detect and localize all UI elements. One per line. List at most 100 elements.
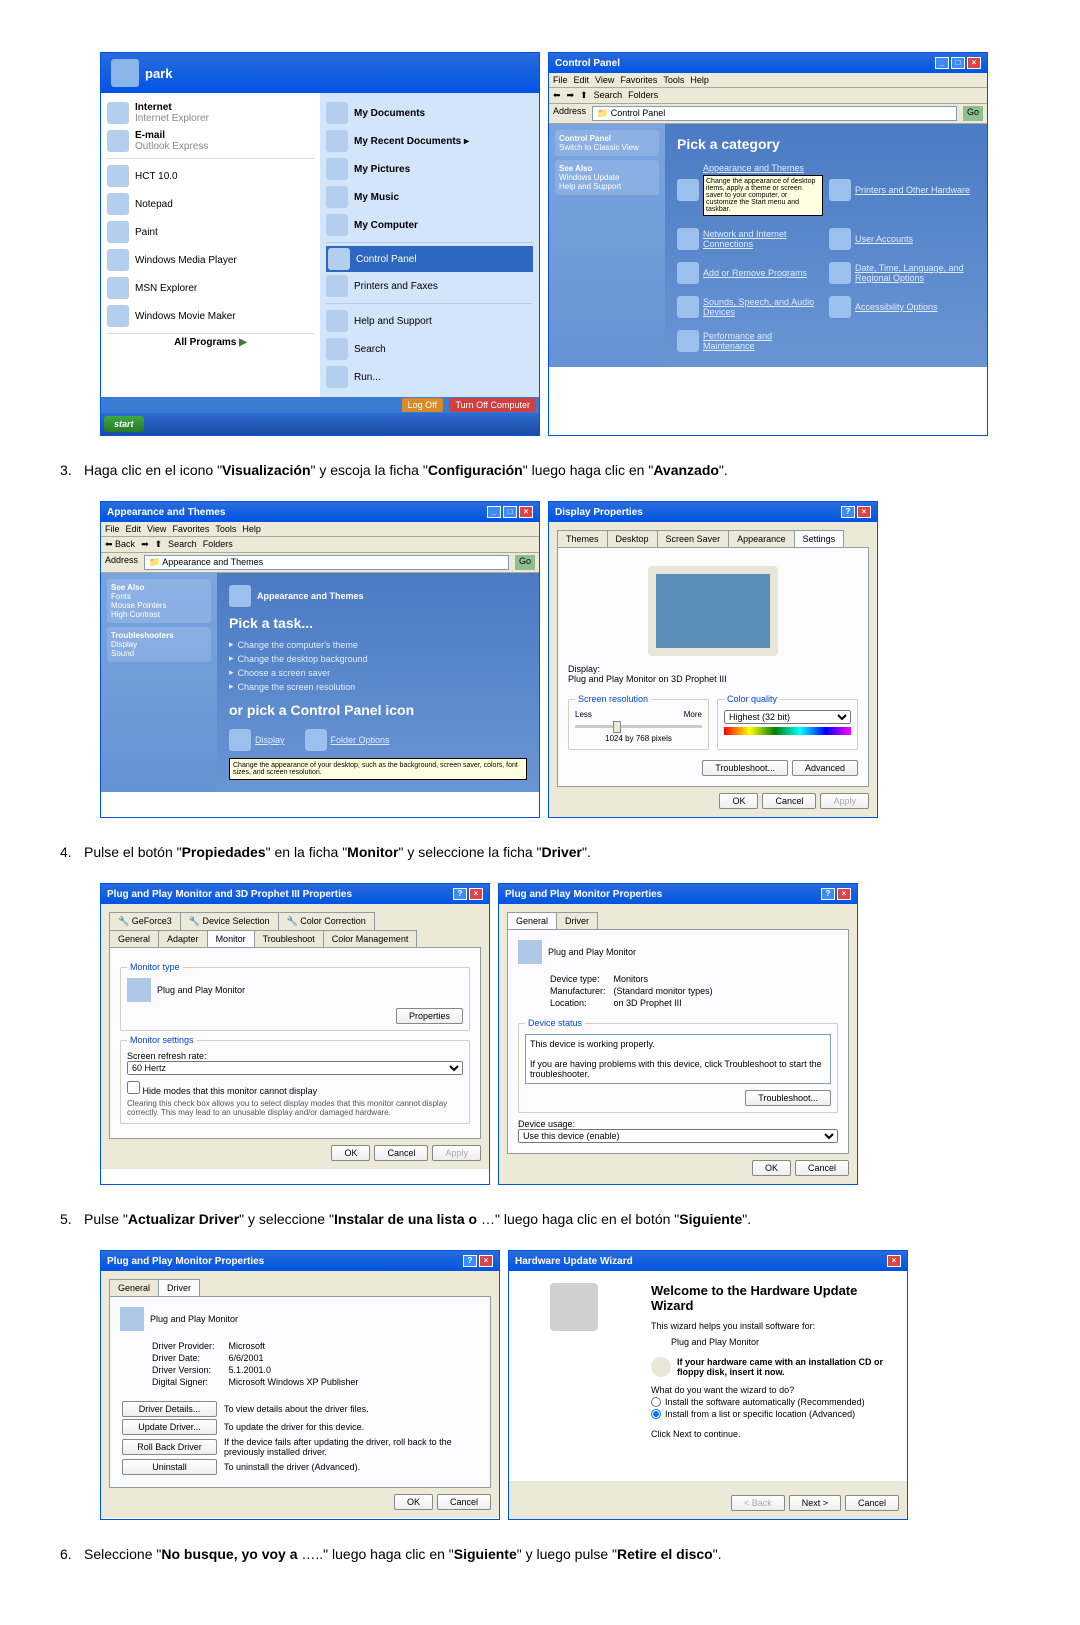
- rollback-driver-button[interactable]: Roll Back Driver: [122, 1439, 217, 1455]
- start-item-moviemaker[interactable]: Windows Movie Maker: [107, 302, 314, 330]
- start-run[interactable]: Run...: [326, 363, 533, 391]
- cat-appearance[interactable]: Appearance and ThemesChange the appearan…: [677, 163, 823, 216]
- cat-sounds[interactable]: Sounds, Speech, and Audio Devices: [677, 296, 823, 318]
- maximize-icon[interactable]: □: [951, 57, 965, 69]
- close-icon[interactable]: ×: [469, 888, 483, 900]
- cancel-button[interactable]: Cancel: [374, 1145, 428, 1161]
- maximize-icon[interactable]: □: [503, 506, 517, 518]
- cat-users[interactable]: User Accounts: [829, 228, 975, 250]
- advanced-button[interactable]: Advanced: [792, 760, 858, 776]
- help-icon[interactable]: ?: [463, 1255, 477, 1267]
- close-icon[interactable]: ×: [887, 1255, 901, 1267]
- turnoff-button[interactable]: Turn Off Computer: [449, 398, 536, 412]
- start-mycomp[interactable]: My Computer: [326, 211, 533, 239]
- icon-folderoptions[interactable]: Folder Options: [305, 729, 390, 751]
- task-screensaver[interactable]: ▸ Choose a screen saver: [229, 667, 527, 678]
- sidebar-help[interactable]: Help and Support: [559, 182, 621, 191]
- start-item-msn[interactable]: MSN Explorer: [107, 274, 314, 302]
- start-mydocs[interactable]: My Documents: [326, 99, 533, 127]
- tab-troubleshoot[interactable]: Troubleshoot: [254, 930, 324, 947]
- close-icon[interactable]: ×: [837, 888, 851, 900]
- tab-monitor[interactable]: Monitor: [207, 930, 255, 947]
- cat-performance[interactable]: Performance and Maintenance: [677, 330, 823, 352]
- cancel-button[interactable]: Cancel: [795, 1160, 849, 1176]
- troubleshoot-button[interactable]: Troubleshoot...: [745, 1090, 831, 1106]
- close-icon[interactable]: ×: [479, 1255, 493, 1267]
- tab-themes[interactable]: Themes: [557, 530, 608, 547]
- start-recent[interactable]: My Recent Documents ▸: [326, 127, 533, 155]
- cat-addremove[interactable]: Add or Remove Programs: [677, 262, 823, 284]
- back-icon[interactable]: ⬅: [553, 90, 561, 101]
- tab-devsel[interactable]: 🔧 Device Selection: [180, 912, 279, 930]
- tab-geforce[interactable]: 🔧 GeForce3: [109, 912, 181, 930]
- properties-button[interactable]: Properties: [396, 1008, 463, 1024]
- cat-printers[interactable]: Printers and Other Hardware: [829, 163, 975, 216]
- device-usage-select[interactable]: Use this device (enable): [518, 1129, 838, 1143]
- opt-auto-radio[interactable]: [651, 1397, 661, 1407]
- start-controlpanel-highlighted[interactable]: Control Panel: [326, 246, 533, 272]
- icon-display[interactable]: Display: [229, 729, 285, 751]
- hide-modes-checkbox[interactable]: [127, 1081, 140, 1094]
- start-item-wmp[interactable]: Windows Media Player: [107, 246, 314, 274]
- refresh-rate-select[interactable]: 60 Hertz: [127, 1061, 463, 1075]
- troubleshoot-button[interactable]: Troubleshoot...: [702, 760, 788, 776]
- cancel-button[interactable]: Cancel: [845, 1495, 899, 1511]
- fwd-icon[interactable]: ➡: [567, 90, 575, 101]
- ok-button[interactable]: OK: [752, 1160, 791, 1176]
- all-programs[interactable]: All Programs ▶: [107, 337, 314, 348]
- close-icon[interactable]: ×: [857, 506, 871, 518]
- driver-details-button[interactable]: Driver Details...: [122, 1401, 217, 1417]
- go-button[interactable]: Go: [963, 106, 983, 121]
- start-mymusic[interactable]: My Music: [326, 183, 533, 211]
- cat-accessibility[interactable]: Accessibility Options: [829, 296, 975, 318]
- opt-list-radio[interactable]: [651, 1409, 661, 1419]
- sidebar-winupdate[interactable]: Windows Update: [559, 173, 619, 182]
- uninstall-button[interactable]: Uninstall: [122, 1459, 217, 1475]
- cat-network[interactable]: Network and Internet Connections: [677, 228, 823, 250]
- cancel-button[interactable]: Cancel: [437, 1494, 491, 1510]
- tab-general[interactable]: General: [507, 912, 557, 929]
- tab-general[interactable]: General: [109, 1279, 159, 1296]
- tab-colorcorr[interactable]: 🔧 Color Correction: [278, 912, 375, 930]
- ok-button[interactable]: OK: [331, 1145, 370, 1161]
- tab-driver[interactable]: Driver: [158, 1279, 200, 1296]
- start-search[interactable]: Search: [326, 335, 533, 363]
- task-theme[interactable]: ▸ Change the computer's theme: [229, 639, 527, 650]
- tab-colormgmt[interactable]: Color Management: [323, 930, 418, 947]
- help-icon[interactable]: ?: [821, 888, 835, 900]
- task-background[interactable]: ▸ Change the desktop background: [229, 653, 527, 664]
- color-quality-select[interactable]: Highest (32 bit): [724, 710, 851, 724]
- tab-driver[interactable]: Driver: [556, 912, 598, 929]
- resolution-slider[interactable]: [575, 725, 702, 728]
- help-icon[interactable]: ?: [841, 506, 855, 518]
- back-button[interactable]: < Back: [731, 1495, 785, 1511]
- start-item-email[interactable]: E-mailOutlook Express: [107, 127, 314, 155]
- task-resolution[interactable]: ▸ Change the screen resolution: [229, 681, 527, 692]
- update-driver-button[interactable]: Update Driver...: [122, 1419, 217, 1435]
- tab-appearance[interactable]: Appearance: [728, 530, 795, 547]
- start-item-hct[interactable]: HCT 10.0: [107, 162, 314, 190]
- close-icon[interactable]: ×: [967, 57, 981, 69]
- start-help[interactable]: Help and Support: [326, 307, 533, 335]
- minimize-icon[interactable]: _: [487, 506, 501, 518]
- tab-general[interactable]: General: [109, 930, 159, 947]
- start-button[interactable]: start: [104, 416, 144, 432]
- tab-screensaver[interactable]: Screen Saver: [657, 530, 730, 547]
- apply-button[interactable]: Apply: [432, 1145, 481, 1161]
- tab-settings[interactable]: Settings: [794, 530, 845, 547]
- logoff-button[interactable]: Log Off: [402, 398, 443, 412]
- up-icon[interactable]: ⬆: [580, 90, 588, 101]
- ok-button[interactable]: OK: [394, 1494, 433, 1510]
- start-item-internet[interactable]: InternetInternet Explorer: [107, 99, 314, 127]
- tab-adapter[interactable]: Adapter: [158, 930, 208, 947]
- cat-datetime[interactable]: Date, Time, Language, and Regional Optio…: [829, 262, 975, 284]
- close-icon[interactable]: ×: [519, 506, 533, 518]
- ok-button[interactable]: OK: [719, 793, 758, 809]
- start-printers[interactable]: Printers and Faxes: [326, 272, 533, 300]
- tab-desktop[interactable]: Desktop: [607, 530, 658, 547]
- start-item-notepad[interactable]: Notepad: [107, 190, 314, 218]
- go-button[interactable]: Go: [515, 555, 535, 570]
- sidebar-switchview[interactable]: Switch to Classic View: [559, 143, 639, 152]
- help-icon[interactable]: ?: [453, 888, 467, 900]
- minimize-icon[interactable]: _: [935, 57, 949, 69]
